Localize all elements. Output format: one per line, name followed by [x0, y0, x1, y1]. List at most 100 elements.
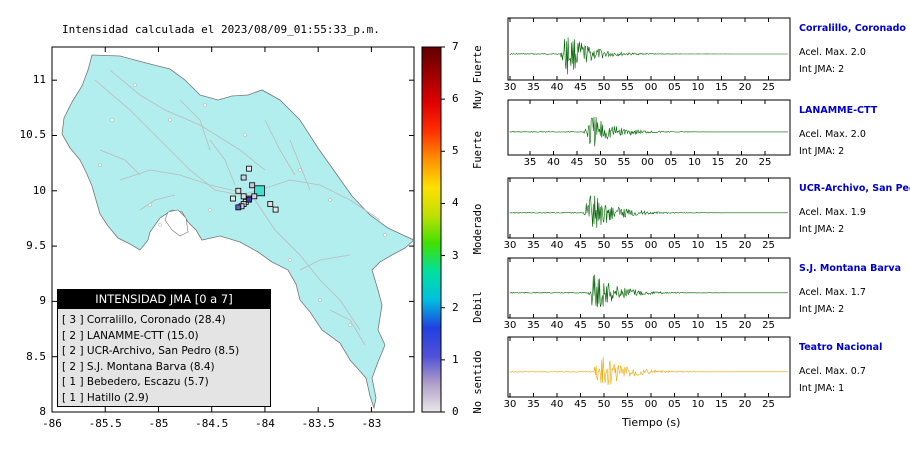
station-acel-max: Acel. Max. 1.9: [799, 207, 866, 218]
colorbar-tick-label: 0: [452, 405, 459, 418]
legend-row: [ 2 ] S.J. Montana Barva (8.4): [62, 360, 215, 373]
waveform-line: [509, 357, 788, 385]
time-tick-label: 35: [527, 240, 540, 251]
colorbar-tick-label: 2: [452, 300, 459, 314]
legend-row: [ 3 ] Corralillo, Coronado (28.4): [62, 314, 226, 326]
colorbar-tick-label: 3: [452, 248, 459, 262]
station-marker: [249, 182, 256, 189]
lon-tick-label: -85.5: [88, 417, 122, 430]
waveform-line: [509, 37, 788, 75]
waveform-line: [509, 274, 788, 308]
seismogram-frame: [507, 336, 791, 398]
station-marker: [254, 185, 266, 197]
station-marker: [246, 196, 252, 203]
legend-row: [ 2 ] UCR-Archivo, San Pedro (8.5): [62, 345, 240, 357]
time-tick-label: 00: [644, 320, 658, 331]
time-tick-label: 15: [711, 157, 725, 168]
time-tick-label: 35: [523, 157, 537, 168]
lat-tick-label: 10: [32, 183, 46, 197]
time-tick-label: 55: [621, 240, 634, 251]
legend-header: INTENSIDAD JMA [0 a 7]: [58, 290, 270, 309]
time-tick-label: 50: [594, 157, 607, 168]
intensity-legend: INTENSIDAD JMA [0 a 7] [ 3 ] Corralillo,…: [57, 289, 271, 407]
colorbar-tick-label: 6: [452, 92, 459, 106]
station-marker: [246, 165, 252, 172]
time-tick-label: 10: [688, 157, 701, 168]
station-markers: [230, 165, 279, 213]
time-tick-label: 10: [691, 82, 705, 93]
station-acel-max: Acel. Max. 1.7: [799, 287, 866, 298]
time-tick-label: 05: [664, 157, 678, 168]
costa-rica-land: [61, 54, 414, 410]
lon-tick-label: -85: [148, 417, 169, 430]
station-marker: [240, 193, 247, 200]
time-tick-label: 20: [738, 320, 752, 331]
time-tick-label: 50: [597, 240, 611, 251]
legend-row: [ 1 ] Hatillo (2.9): [62, 391, 149, 404]
time-tick-label: 15: [715, 399, 728, 410]
time-tick-label: 40: [550, 240, 564, 251]
time-tick-label: 15: [715, 320, 728, 331]
lon-tick-label: -84: [255, 417, 275, 430]
time-tick-label: 10: [691, 240, 705, 251]
station-int-jma: Int JMA: 1: [799, 383, 845, 394]
seismogram-frame: [507, 99, 791, 156]
station-int-jma: Int JMA: 2: [799, 224, 845, 235]
lon-tick-label: -83: [361, 417, 382, 430]
time-tick-label: 05: [668, 240, 681, 251]
time-tick-label: 05: [668, 399, 681, 410]
station-name: S.J. Montana Barva: [799, 263, 902, 274]
lat-tick-label: 11: [32, 73, 46, 87]
time-tick-label: 30: [503, 320, 517, 331]
station-int-jma: Int JMA: 2: [799, 304, 845, 315]
time-tick-label: 25: [762, 82, 775, 93]
time-tick-label: 00: [644, 399, 658, 410]
colorbar-tick-label: 1: [452, 352, 459, 366]
waveform-line: [509, 116, 788, 147]
time-tick-label: 55: [621, 82, 634, 93]
time-tick-label: 30: [503, 399, 517, 410]
lat-tick-label: 9: [39, 294, 46, 308]
lat-tick-label: 10.5: [19, 128, 47, 142]
time-tick-label: 35: [527, 399, 540, 410]
lat-tick-label: 8.5: [26, 349, 46, 363]
legend-row: [ 2 ] LANAMME-CTT (15.0): [62, 329, 199, 342]
station-marker: [267, 201, 274, 207]
lon-tick-label: -84.5: [195, 417, 229, 430]
time-tick-label: 40: [550, 82, 564, 93]
time-tick-label: 10: [691, 320, 705, 331]
time-tick-label: 45: [574, 240, 587, 251]
time-tick-label: 25: [762, 240, 775, 251]
map-axis-ticks: [51, 47, 414, 413]
seismogram-frame: [507, 257, 791, 319]
station-acel-max: Acel. Max. 2.0: [799, 129, 866, 140]
time-tick-label: 05: [668, 82, 681, 93]
lat-tick-label: 9.5: [26, 239, 46, 253]
time-tick-label: 25: [758, 157, 772, 168]
station-name: LANAMME-CTT: [799, 105, 878, 116]
station-int-jma: Int JMA: 2: [799, 146, 845, 157]
seismogram-frame: [507, 17, 791, 81]
time-tick-label: 40: [547, 157, 560, 168]
seismogram-frame: [507, 177, 791, 239]
station-marker: [230, 195, 236, 202]
time-tick-label: 00: [644, 240, 658, 251]
time-tick-label: 00: [641, 157, 654, 168]
time-tick-label: 15: [715, 240, 728, 251]
time-tick-label: 00: [644, 82, 658, 93]
time-tick-label: 40: [550, 399, 564, 410]
time-tick-label: 45: [574, 399, 587, 410]
time-tick-label: 05: [668, 320, 681, 331]
time-tick-label: 20: [738, 82, 752, 93]
time-tick-label: 30: [503, 240, 517, 251]
time-tick-label: 20: [738, 240, 752, 251]
time-tick-label: 55: [617, 157, 631, 168]
colorbar-tick-label: 5: [452, 144, 459, 158]
colorbar-tick-label: 7: [452, 40, 459, 53]
time-tick-label: 20: [735, 157, 748, 168]
time-tick-label: 35: [527, 82, 540, 93]
station-name: Teatro Nacional: [799, 342, 883, 353]
time-tick-label: 30: [503, 82, 517, 93]
time-tick-label: 55: [621, 320, 634, 331]
